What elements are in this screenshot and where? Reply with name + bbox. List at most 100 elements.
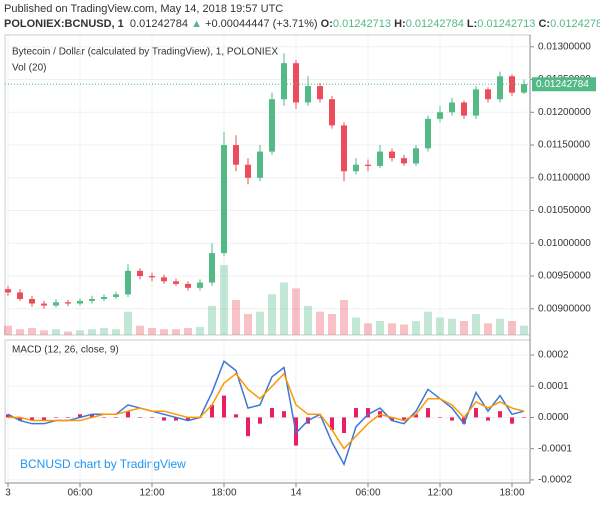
volume-bar [508, 321, 516, 335]
histogram-bar [90, 414, 94, 418]
ohlc-value: 0.01242713 [477, 18, 536, 30]
volume-bar [76, 330, 84, 335]
histogram-bar [402, 417, 406, 421]
volume-bar [352, 317, 360, 335]
y-tick-label: 0.00900000 [538, 303, 591, 314]
y-tick-label: -0.0001 [538, 443, 572, 454]
histogram-bar [474, 408, 478, 418]
volume-bar [364, 323, 372, 335]
volume-bar [160, 329, 168, 335]
header: Published on TradingView.com, May 14, 20… [4, 2, 600, 32]
volume-bar [448, 318, 456, 335]
histogram-bar [318, 417, 322, 418]
candle-body [389, 151, 395, 159]
histogram-bar [342, 417, 346, 434]
volume-bar [52, 329, 60, 335]
candle-body [461, 102, 467, 116]
last-price: 0.01242784 [129, 18, 189, 30]
candle-body [89, 298, 95, 301]
volume-bar [220, 265, 228, 335]
histogram-bar [330, 417, 334, 430]
quote-line: POLONIEX:BCNUSD, 1 0.01242784 ▲ +0.00044… [4, 17, 600, 32]
macd-line [7, 360, 525, 467]
change: +0.00044447 (+3.71%) [205, 18, 318, 30]
volume-bar [232, 300, 240, 335]
candle-body [281, 63, 287, 100]
histogram-bar [66, 417, 70, 418]
histogram-bar [414, 414, 418, 418]
volume-bar [208, 305, 216, 335]
volume-bar [136, 325, 144, 335]
histogram-bar [234, 414, 238, 418]
volume-bar [460, 321, 468, 335]
candle-body [257, 151, 263, 178]
candle-body [5, 289, 11, 293]
candle-body [341, 125, 347, 172]
volume-bar [124, 311, 132, 335]
histogram-bar [486, 417, 490, 421]
volume-bar [184, 328, 192, 335]
histogram-bar [282, 411, 286, 418]
candle-body [113, 294, 119, 298]
volume-bar [112, 329, 120, 335]
y-tick-label: 0.0002 [538, 350, 569, 361]
volume-bar [496, 318, 504, 335]
ohlc-label: O: [320, 18, 333, 30]
volume-bar [424, 311, 432, 335]
ohlc-value: 0.01242784 [405, 18, 464, 30]
candle-body [365, 164, 371, 167]
volume-bar [28, 328, 36, 335]
ohlc-label: C: [538, 18, 551, 30]
watermark: BCNUSD chart by TradingView [20, 457, 186, 471]
candle-body [101, 297, 107, 299]
y-tick-label: 0.01150000 [538, 140, 591, 151]
macd-title: MACD (12, 26, close, 9) [12, 345, 119, 356]
candle-body [41, 303, 47, 306]
histogram-bar [114, 417, 118, 418]
volume-title: Vol (20) [12, 63, 46, 74]
y-tick-label: 0.01100000 [538, 172, 591, 183]
x-tick-label: 06:00 [355, 488, 380, 499]
histogram-bar [354, 408, 358, 418]
x-tick-label: 14 [290, 488, 302, 499]
volume-bar [304, 305, 312, 335]
x-tick-label: 3 [5, 488, 11, 499]
histogram-bar [102, 417, 106, 418]
histogram-bar [438, 417, 442, 418]
candle-body [437, 112, 443, 119]
histogram-bar [18, 417, 22, 421]
histogram-bar [246, 417, 250, 437]
candle-body [269, 99, 275, 152]
candle-body [413, 148, 419, 164]
histogram-bar [6, 414, 10, 418]
histogram-bar [450, 417, 454, 421]
histogram-bar [522, 417, 526, 418]
candle-body [137, 270, 143, 277]
volume-bar [292, 288, 300, 335]
y-tick-label: 0.0000 [538, 412, 569, 423]
histogram-bar [54, 417, 58, 418]
histogram-bar [138, 417, 142, 418]
volume-bar [172, 329, 180, 335]
candle-body [353, 164, 359, 172]
candle-body [485, 89, 491, 100]
volume-bar [268, 294, 276, 335]
candle-body [77, 300, 83, 304]
histogram-bar [162, 417, 166, 421]
y-tick-label: 0.00950000 [538, 271, 591, 282]
y-tick-label: -0.0002 [538, 475, 572, 486]
y-tick-label: 0.01200000 [538, 107, 591, 118]
x-tick-label: 06:00 [67, 488, 92, 499]
published-line: Published on TradingView.com, May 14, 20… [4, 3, 284, 15]
histogram-bar [366, 408, 370, 418]
symbol: POLONIEX:BCNUSD, 1 [4, 18, 124, 30]
histogram-bar [78, 414, 82, 418]
y-tick-label: 0.01050000 [538, 205, 591, 216]
histogram-bar [174, 417, 178, 421]
last-price-box [532, 77, 596, 92]
candle-body [377, 151, 383, 167]
histogram-bar [210, 404, 214, 418]
ohlc: O:0.01242713 H:0.01242784 L:0.01242713 C… [321, 18, 600, 30]
